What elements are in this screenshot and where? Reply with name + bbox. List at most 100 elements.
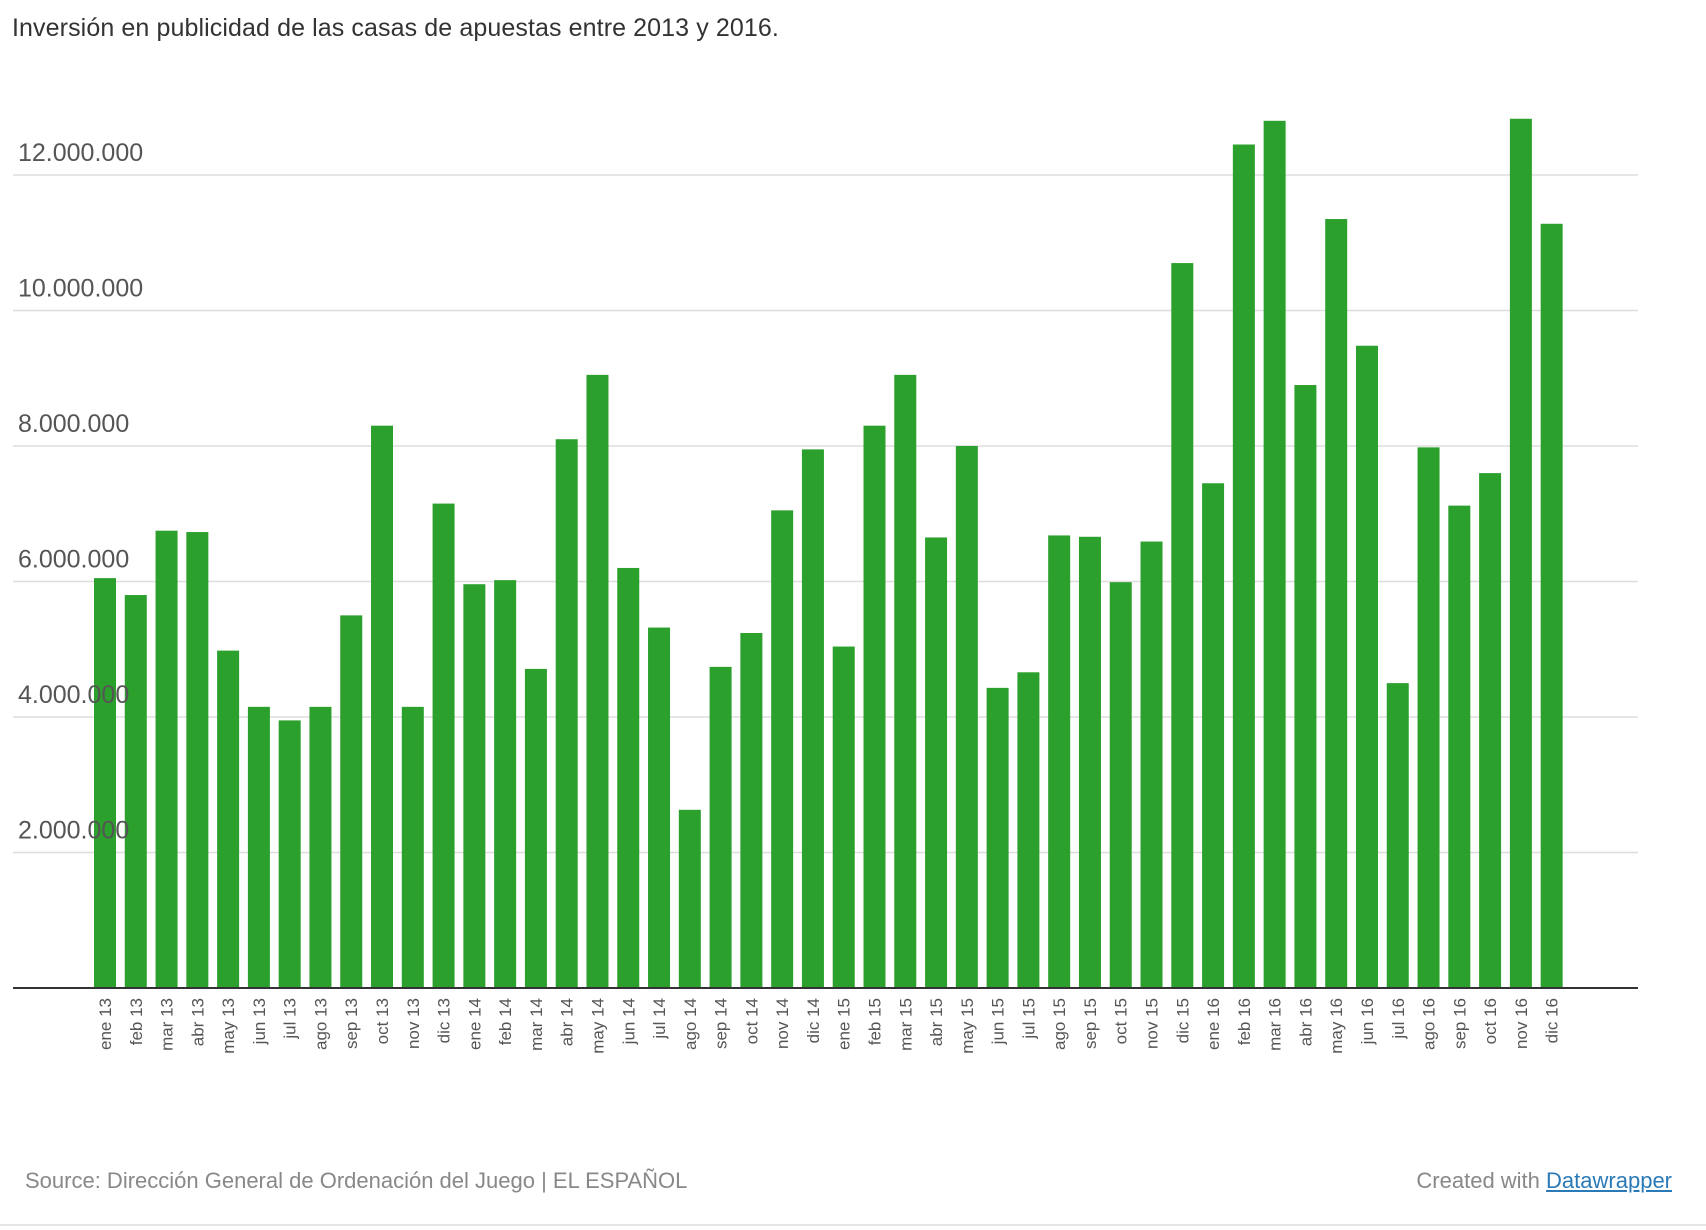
x-tick-label: abr 16 <box>1296 998 1315 1046</box>
bar-ago-15 <box>1048 535 1071 988</box>
x-tick-label: jun 13 <box>250 998 269 1045</box>
bar-oct-16 <box>1479 473 1502 989</box>
x-tick-label: nov 13 <box>404 998 423 1049</box>
x-tick-label: oct 14 <box>742 998 761 1044</box>
bar-mar-15 <box>894 374 917 988</box>
bar-feb-13 <box>124 595 147 988</box>
bar-dic-15 <box>1171 263 1194 989</box>
x-tick-label: dic 13 <box>435 998 454 1043</box>
y-tick-label: 6.000.000 <box>18 546 129 574</box>
x-tick-label: nov 15 <box>1143 998 1162 1049</box>
bar-nov-13 <box>401 706 424 988</box>
x-tick-label: jul 14 <box>650 998 669 1040</box>
x-tick-label: abr 15 <box>927 998 946 1046</box>
bar-dic-16 <box>1540 223 1563 988</box>
bar-ene-15 <box>832 646 855 988</box>
x-tick-label: nov 14 <box>773 998 792 1049</box>
x-tick-label: sep 13 <box>342 998 361 1049</box>
bar-ago-14 <box>678 809 701 988</box>
bar-feb-14 <box>494 580 517 988</box>
x-tick-label: sep 15 <box>1081 998 1100 1049</box>
bar-may-14 <box>586 374 609 988</box>
x-tick-label: jul 16 <box>1389 998 1408 1040</box>
bar-sep-14 <box>709 666 732 988</box>
y-tick-label: 12.000.000 <box>18 139 143 167</box>
x-tick-label: may 16 <box>1327 998 1346 1054</box>
bar-may-13 <box>217 650 240 988</box>
x-tick-label: dic 16 <box>1543 998 1562 1043</box>
y-tick-labels: 2.000.000 4.000.000 6.000.000 8.000.000 10.0… <box>18 139 143 845</box>
x-tick-label: ago 16 <box>1420 998 1439 1050</box>
x-tick-label: ago 13 <box>311 998 330 1050</box>
x-tick-label: oct 13 <box>373 998 392 1044</box>
bar-dic-14 <box>801 449 824 988</box>
chart-title: Inversión en publicidad de las casas de … <box>12 14 779 42</box>
bar-chart: 2.000.000 4.000.000 6.000.000 8.000.000 10.0… <box>13 118 1638 1054</box>
x-tick-label: mar 13 <box>158 998 177 1051</box>
x-tick-label: abr 13 <box>188 998 207 1046</box>
x-tick-label: ene 16 <box>1204 998 1223 1050</box>
x-tick-label: feb 13 <box>127 998 146 1045</box>
bar-ene-14 <box>463 584 486 988</box>
x-tick-label: mar 14 <box>527 998 546 1051</box>
bar-mar-13 <box>155 530 178 988</box>
bottom-divider <box>0 1224 1706 1226</box>
bar-abr-16 <box>1294 385 1317 988</box>
bar-abr-15 <box>925 537 948 988</box>
bar-may-16 <box>1325 219 1348 989</box>
x-tick-label: ene 15 <box>835 998 854 1050</box>
bar-sep-16 <box>1448 505 1471 988</box>
bar-nov-14 <box>771 510 794 988</box>
x-tick-label: may 13 <box>219 998 238 1054</box>
bar-jun-16 <box>1355 345 1378 989</box>
bar-ene-13 <box>94 578 116 988</box>
x-tick-label: ago 14 <box>681 998 700 1050</box>
bar-nov-16 <box>1509 118 1532 988</box>
bar-abr-13 <box>186 532 209 988</box>
x-tick-label: feb 14 <box>496 998 515 1045</box>
source-note: Source: Dirección General de Ordenación … <box>25 1168 688 1193</box>
bar-jun-13 <box>247 706 270 988</box>
x-tick-label: jun 14 <box>619 998 638 1045</box>
x-tick-label: mar 15 <box>896 998 915 1051</box>
bar-jul-14 <box>648 627 671 988</box>
bar-may-15 <box>955 446 978 988</box>
x-tick-label: mar 16 <box>1266 998 1285 1051</box>
bar-feb-16 <box>1232 144 1255 988</box>
x-tick-label: may 15 <box>958 998 977 1054</box>
y-tick-label: 8.000.000 <box>18 410 129 438</box>
bar-nov-15 <box>1140 541 1163 988</box>
bar-dic-13 <box>432 503 455 988</box>
x-tick-label: feb 16 <box>1235 998 1254 1045</box>
bars <box>94 118 1563 989</box>
x-tick-label: jun 16 <box>1358 998 1377 1045</box>
x-tick-label: jun 15 <box>989 998 1008 1045</box>
bar-oct-14 <box>740 632 763 988</box>
bar-mar-16 <box>1263 120 1286 989</box>
x-tick-label: ene 14 <box>465 998 484 1050</box>
bar-abr-14 <box>555 439 578 989</box>
bar-oct-15 <box>1109 582 1132 988</box>
x-tick-labels: ene 13 feb 13 mar 13 abr 13 may 13 jun 13 jul … <box>96 998 1562 1054</box>
x-tick-label: nov 16 <box>1512 998 1531 1049</box>
bar-jul-15 <box>1017 672 1040 988</box>
x-tick-label: dic 15 <box>1173 998 1192 1043</box>
bar-oct-13 <box>371 425 394 988</box>
bar-sep-15 <box>1078 536 1101 988</box>
bar-jun-14 <box>617 567 640 988</box>
x-tick-label: ago 15 <box>1050 998 1069 1050</box>
x-tick-label: oct 16 <box>1481 998 1500 1044</box>
y-tick-label: 4.000.000 <box>18 681 129 709</box>
x-tick-label: dic 14 <box>804 998 823 1043</box>
x-tick-label: jul 13 <box>281 998 300 1040</box>
x-tick-label: feb 15 <box>866 998 885 1045</box>
bar-mar-14 <box>524 668 547 988</box>
bar-jun-15 <box>986 687 1009 988</box>
datawrapper-link[interactable]: Datawrapper <box>1546 1168 1672 1193</box>
bar-ago-13 <box>309 706 332 988</box>
bar-sep-13 <box>340 615 363 989</box>
x-tick-label: may 14 <box>588 998 607 1054</box>
bar-feb-15 <box>863 425 886 988</box>
bar-jul-16 <box>1386 683 1409 989</box>
credit-prefix: Created with <box>1416 1168 1540 1193</box>
